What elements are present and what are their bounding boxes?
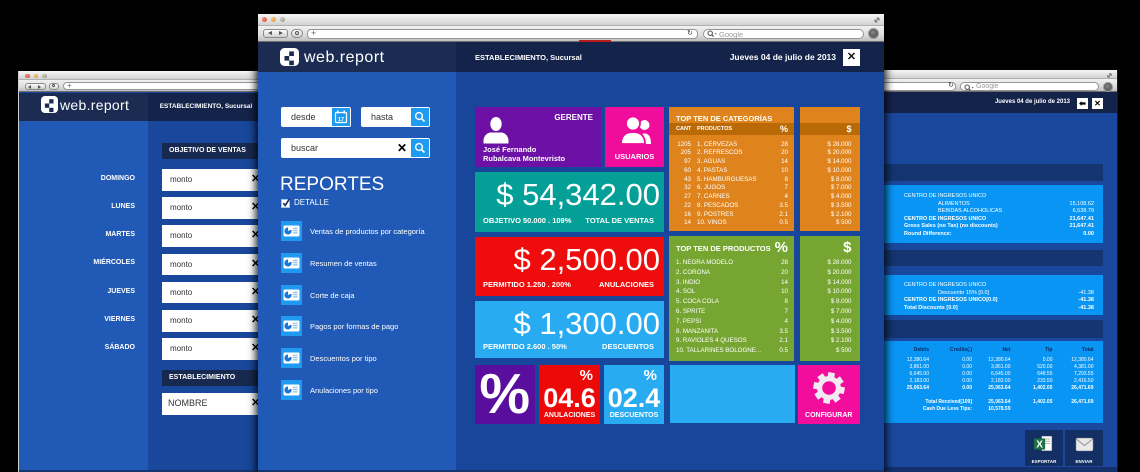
svg-text:17: 17 <box>338 117 344 123</box>
svg-text:X: X <box>1036 439 1043 450</box>
